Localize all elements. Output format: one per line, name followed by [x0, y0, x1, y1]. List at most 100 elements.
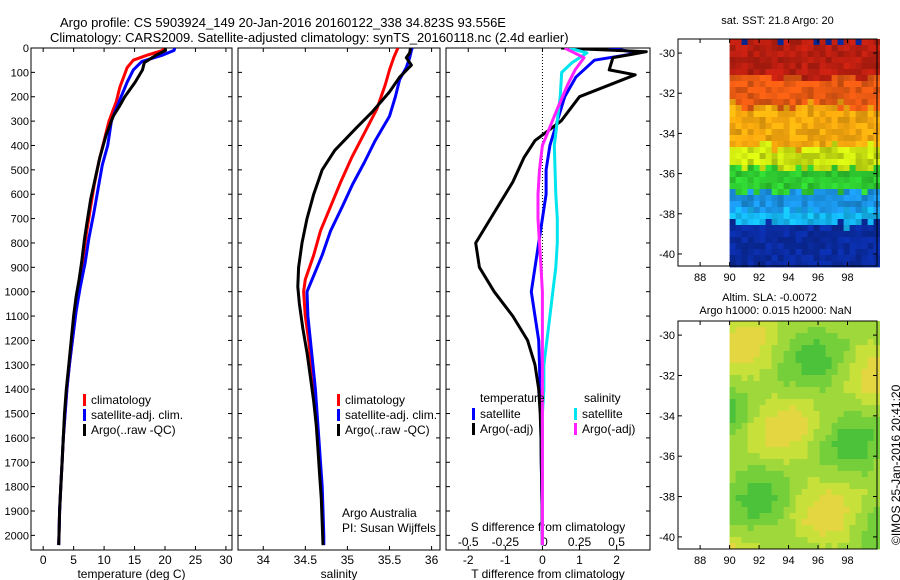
map-cell — [777, 147, 784, 154]
map-cell — [855, 327, 862, 334]
map-cell — [789, 543, 796, 550]
map-cell — [729, 123, 736, 130]
map-cell — [759, 93, 766, 100]
map-cell — [861, 543, 868, 550]
map-cell — [759, 69, 766, 76]
map-cell — [747, 399, 754, 406]
map-cell — [765, 345, 772, 352]
y-tick-label: 1600 — [5, 433, 29, 445]
map-cell — [837, 225, 844, 232]
map-cell — [747, 351, 754, 358]
map-cell — [807, 165, 814, 172]
map-cell — [813, 369, 820, 376]
map-cell — [795, 129, 802, 136]
map-cell — [843, 153, 850, 160]
map-cell — [813, 81, 820, 88]
map-cell — [807, 147, 814, 154]
map-cell — [807, 435, 814, 442]
map-cell — [729, 231, 736, 238]
map-cell — [753, 135, 760, 142]
map-cell — [861, 531, 868, 538]
map-cell — [801, 369, 808, 376]
map-cell — [825, 345, 832, 352]
map-cell — [867, 525, 874, 532]
map-cell — [867, 351, 874, 358]
map-cell — [795, 405, 802, 412]
map-cell — [837, 429, 844, 436]
map-cell — [855, 219, 862, 226]
legend-swatch — [337, 424, 340, 436]
map-cell — [807, 501, 814, 508]
map-cell — [777, 231, 784, 238]
map-cell — [771, 51, 778, 58]
map-cell — [861, 465, 868, 472]
map-cell — [777, 45, 784, 52]
map-cell — [765, 435, 772, 442]
map-cell — [765, 243, 772, 250]
map-cell — [747, 453, 754, 460]
map-cell — [825, 243, 832, 250]
map-cell — [783, 405, 790, 412]
map-cell — [831, 39, 838, 46]
map-cell — [831, 483, 838, 490]
map-title: sat. SST: 21.8 Argo: 20 — [721, 15, 834, 27]
map-cell — [765, 39, 772, 46]
map-cell — [783, 435, 790, 442]
map-cell — [861, 459, 868, 466]
map-cell — [765, 417, 772, 424]
map-cell — [819, 45, 826, 52]
map-cell — [759, 123, 766, 130]
map-cell — [849, 153, 856, 160]
map-cell — [849, 507, 856, 514]
map-cell — [729, 525, 736, 532]
map-cell — [777, 417, 784, 424]
map-cell — [819, 327, 826, 334]
map-cell — [753, 393, 760, 400]
map-cell — [789, 393, 796, 400]
map-cell — [741, 465, 748, 472]
map-cell — [753, 525, 760, 532]
map-cell — [813, 513, 820, 520]
map-cell — [741, 423, 748, 430]
map-cell — [807, 429, 814, 436]
map-cell — [819, 105, 826, 112]
map-cell — [753, 405, 760, 412]
map-cell — [741, 51, 748, 58]
map-cell — [825, 135, 832, 142]
map-cell — [837, 351, 844, 358]
map-cell — [867, 513, 874, 520]
map-cell — [837, 513, 844, 520]
map-cell — [831, 321, 838, 328]
map-cell — [825, 447, 832, 454]
map-cell — [861, 363, 868, 370]
map-cell — [747, 435, 754, 442]
map-cell — [813, 105, 820, 112]
map-cell — [795, 417, 802, 424]
map-cell — [735, 369, 742, 376]
map-cell — [861, 381, 868, 388]
map-cell — [759, 135, 766, 142]
map-cell — [849, 429, 856, 436]
map-cell — [789, 213, 796, 220]
map-cell — [759, 63, 766, 70]
map-cell — [819, 201, 826, 208]
map-cell — [867, 153, 874, 160]
map-cell — [747, 393, 754, 400]
map-cell — [741, 339, 748, 346]
map-cell — [747, 243, 754, 250]
map-cell — [831, 243, 838, 250]
map-cell — [831, 141, 838, 148]
map-cell — [843, 261, 850, 268]
map-cell — [777, 519, 784, 526]
map-cell — [729, 183, 736, 190]
map-cell — [861, 57, 868, 64]
map-cell — [789, 357, 796, 364]
map-cell — [765, 363, 772, 370]
map-cell — [831, 225, 838, 232]
map-cell — [819, 423, 826, 430]
map-cell — [753, 423, 760, 430]
map-cell — [855, 189, 862, 196]
temperature-panel: 0100200300400500600700800900100011001200… — [5, 43, 233, 580]
map-cell — [789, 87, 796, 94]
map-cell — [795, 231, 802, 238]
